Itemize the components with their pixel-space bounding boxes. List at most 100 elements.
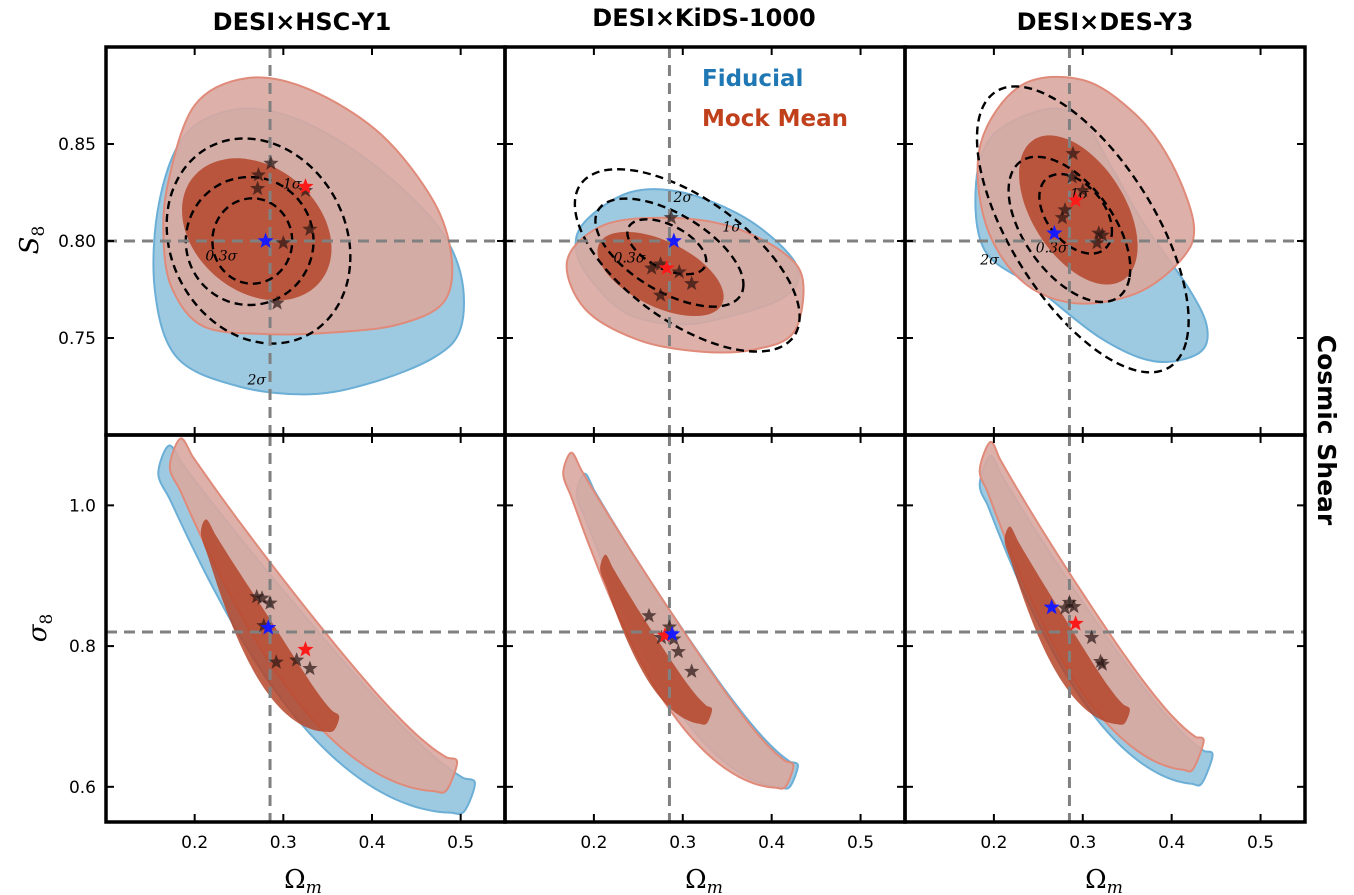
dashed-contour-0 [975,85,1190,374]
panel-plot-area [505,435,905,822]
x-tick-label: 0.5 [447,833,474,853]
fiducial-star [260,619,277,635]
mock-realization-star [684,275,700,291]
y-tick-label: 1.0 [69,496,96,516]
mock-realization-star [671,264,687,279]
mock-realization-star [1075,182,1091,198]
dashed-contour-0 [573,168,801,353]
mock-realization-star [652,287,669,302]
mock-realization-star [644,260,660,275]
dashed-contour-2 [1038,172,1114,255]
dashed-contour-2 [626,218,708,276]
panel-s8-0: 2σ 1σ 0.3σ 0.75 0.80 0.85 [58,45,507,437]
y-tick-label: 0.85 [58,135,96,155]
y-tick-label: 0.6 [69,778,96,798]
mock-realization-star [1057,600,1073,615]
mock-realization-star [250,180,266,196]
x-tick-label: 0.4 [358,833,385,853]
mock-realization-star [1094,227,1110,242]
panel-sigma8-0: 0.2 0.3 0.4 0.5 0.6 0.8 1.0 [69,433,507,853]
y-tick-label: 0.80 [58,232,96,252]
fiducial-star [665,232,682,248]
y-axis-label-s8: S8 [15,226,49,255]
mock-realization-star [275,234,291,250]
column-title-kids: DESI×KiDS-1000 [592,4,815,32]
fiducial-star [664,625,681,642]
x-tick-label: 0.5 [847,833,874,853]
y-tick-label: 0.75 [58,329,96,349]
mock-mean-star [1067,191,1084,208]
column-title-hsc: DESI×HSC-Y1 [213,8,392,36]
mock-realization-star [1057,201,1073,217]
contour-label: 0.3σ [205,248,237,264]
legend-mock-mean: Mock Mean [702,106,848,132]
panel-frame [903,433,1307,824]
mock-realization-star [663,209,679,225]
mock-mean-star [658,259,675,276]
mock-realization-star [1064,168,1080,184]
mock-mean-star [297,178,314,194]
x-tick-label: 0.2 [980,833,1007,853]
y-axis-label-sigma8: σ8 [23,614,57,643]
mock-realization-star [652,256,669,271]
x-tick-label: 0.2 [580,833,607,853]
row-label-cosmic-shear: Cosmic Shear [1312,335,1341,526]
mock-realization-star [250,167,267,182]
mock-realization-star [641,607,657,623]
mock-realization-star [1061,594,1078,609]
mock-mean-star [1067,615,1084,631]
mock-realization-star [1084,629,1100,645]
mock-realization-star [269,295,285,310]
mock-realization-star [289,652,305,667]
x-axis-label-des: Ωm [1085,865,1123,895]
mock-realization-star [1054,209,1070,225]
mock-realization-star [1065,145,1081,161]
contour-label: 1σ [722,219,741,235]
x-tick-label: 0.4 [758,833,785,853]
mock-mean-star [297,641,314,657]
x-tick-label: 0.3 [669,833,696,853]
x-tick-label: 0.3 [1069,833,1096,853]
panel-sigma8-2: 0.2 0.3 0.4 0.5 [903,433,1307,853]
mock-realization-star [684,663,700,678]
mock-1sigma-region [597,231,724,317]
mock-realization-star [1091,225,1107,240]
x-axis-label-kids: Ωm [685,865,723,895]
fiducial-star [257,232,274,248]
mock-2sigma-region [978,440,1205,773]
mock-1sigma-region [600,554,713,725]
panel-frame [503,433,907,824]
mock-1sigma-region [182,158,332,301]
legend-fiducial: Fiducial [702,66,803,92]
panel-s8-1: 2σ 1σ 0.3σ [503,45,907,437]
fiducial-star [1043,598,1060,615]
dashed-contour-0 [165,137,352,345]
x-tick-label: 0.3 [270,833,297,853]
panels: 2σ1σ0.3σ0.750.800.852σ1σ0.3σ2σ1σ0.3σ0.20… [58,45,1307,853]
panel-sigma8-1: 0.2 0.3 0.4 0.5 [503,433,907,853]
mock-2sigma-region [168,437,459,794]
mock-realization-star [1092,653,1109,669]
mock-realization-star [653,629,670,645]
y-tick-label: 0.8 [69,637,96,657]
mock-2sigma-region [562,451,795,790]
dashed-contour-2 [211,197,294,285]
mock-realization-star [1094,656,1110,671]
x-tick-label: 0.2 [181,833,208,853]
mock-1sigma-region [1004,526,1130,725]
contour-label: 2σ [673,190,693,206]
column-title-des: DESI×DES-Y3 [1017,8,1194,36]
mock-mean-star [656,627,674,643]
contour-label: 0.3σ [1036,241,1068,257]
x-tick-label: 0.5 [1247,833,1274,853]
dashed-contour-1 [594,197,745,308]
mock-realization-star [263,155,279,170]
x-tick-label: 0.4 [1158,833,1185,853]
panel-plot-area [106,435,505,822]
mock-realization-star [268,654,284,669]
